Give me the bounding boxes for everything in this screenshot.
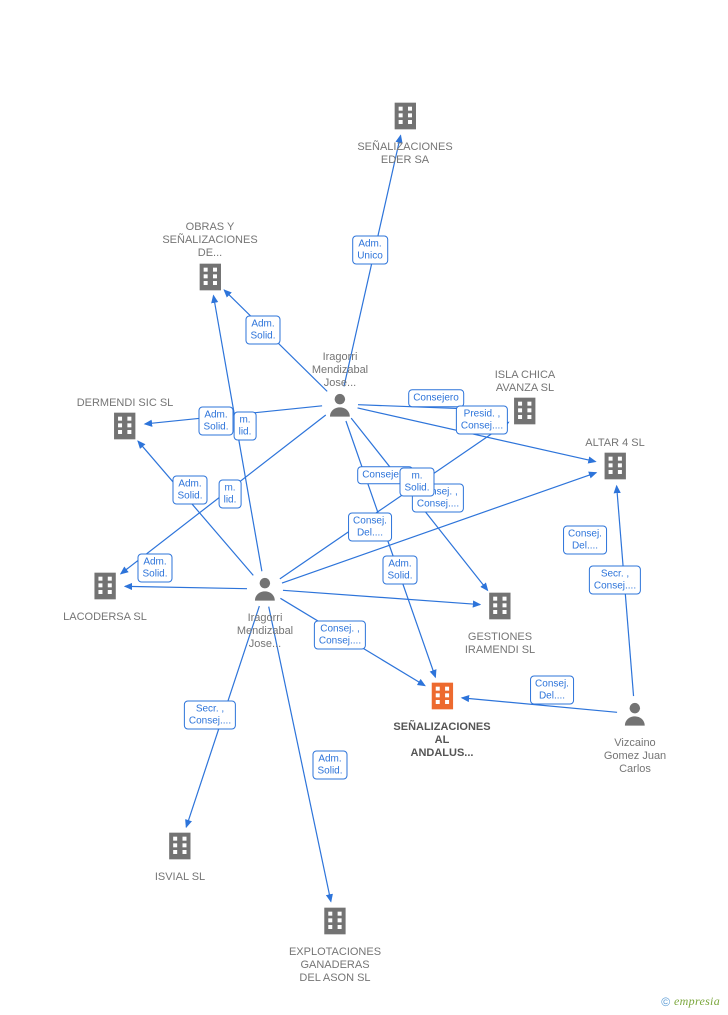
edge <box>121 415 326 574</box>
edge <box>358 408 596 462</box>
edge <box>186 606 259 827</box>
edge <box>213 296 261 572</box>
edge <box>282 473 596 583</box>
edge <box>358 405 505 411</box>
edges-layer <box>0 0 728 1015</box>
edge <box>224 290 327 391</box>
edge <box>269 607 331 902</box>
copyright-symbol: © <box>661 995 670 1009</box>
credit-name: empresia <box>674 994 720 1009</box>
credit: © empresia <box>661 994 720 1009</box>
edge <box>346 421 435 677</box>
edge <box>280 422 509 579</box>
network-diagram: SEÑALIZACIONESEDER SAOBRAS YSEÑALIZACION… <box>0 0 728 1015</box>
edge <box>138 441 253 575</box>
edge <box>280 598 424 685</box>
edge <box>462 698 617 712</box>
edge <box>617 486 634 696</box>
edge <box>351 418 487 590</box>
edge <box>344 136 401 387</box>
edge <box>283 590 480 604</box>
edge <box>125 586 247 588</box>
